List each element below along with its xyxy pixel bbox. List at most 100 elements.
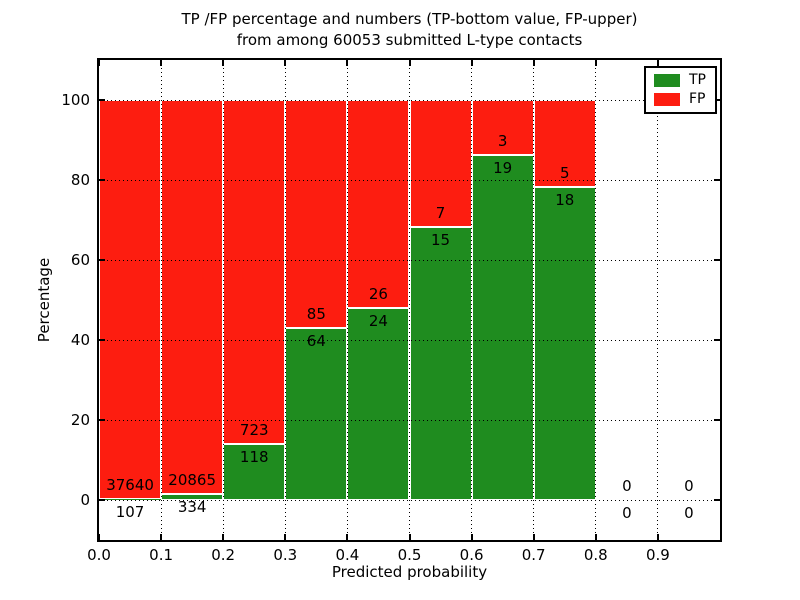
- fp-count-label: 5: [559, 163, 570, 182]
- y-tick-mark: [99, 419, 105, 421]
- x-tick-label: 0.4: [335, 546, 360, 564]
- x-tick-mark: [408, 534, 411, 540]
- tp-count-label: 64: [306, 332, 326, 351]
- fp-bar-segment: [99, 100, 162, 499]
- y-tick-mark: [714, 339, 720, 341]
- gridline-vertical: [657, 60, 659, 540]
- y-tick-mark: [99, 99, 105, 101]
- gridline-horizontal: [99, 99, 720, 101]
- y-tick-mark: [714, 499, 720, 501]
- y-tick-label: 100: [61, 91, 90, 109]
- x-tick-label: 0.5: [397, 546, 422, 564]
- plot-area: 37640 107 20865 334 723 118 85 64 26 24 7 15 3 19 5 18 0…: [97, 58, 722, 542]
- x-tick-mark: [656, 60, 659, 66]
- y-tick-mark: [99, 259, 105, 261]
- fp-count-label: 0: [622, 477, 632, 495]
- tp-bar-segment: [533, 186, 596, 500]
- y-tick-mark: [714, 179, 720, 181]
- x-tick-mark: [470, 534, 473, 540]
- chart-title: TP /FP percentage and numbers (TP-bottom…: [99, 9, 720, 51]
- tp-count-label: 334: [177, 497, 207, 516]
- x-tick-mark: [222, 60, 225, 66]
- tp-bar-segment: [409, 227, 472, 500]
- x-axis-label: Predicted probability: [331, 563, 488, 581]
- fp-bar-segment: [409, 100, 472, 228]
- x-tick-mark: [98, 60, 100, 66]
- gridline-horizontal: [99, 179, 720, 181]
- fp-bar-segment: [285, 100, 348, 329]
- gridline-vertical: [471, 60, 473, 540]
- gridline-vertical: [409, 60, 410, 540]
- x-tick-label: 0.0: [87, 546, 111, 564]
- x-tick-mark: [284, 534, 287, 540]
- x-tick-mark: [98, 534, 100, 540]
- gridline-horizontal: [99, 259, 720, 261]
- y-tick-mark: [99, 499, 105, 501]
- tp-count-label: 118: [239, 447, 269, 466]
- fp-count-label: 0: [684, 477, 694, 495]
- x-tick-label: 0.3: [273, 546, 298, 564]
- gridline-vertical: [160, 60, 162, 540]
- x-tick-mark: [594, 60, 597, 66]
- y-tick-mark: [99, 179, 105, 181]
- y-tick-label: 60: [70, 251, 90, 269]
- tp-legend-swatch: [654, 74, 680, 87]
- x-tick-label: 0.6: [459, 546, 484, 564]
- grid-layer: [99, 60, 720, 540]
- fp-legend-swatch: [654, 93, 680, 106]
- tp-count-label: 24: [368, 312, 388, 330]
- x-tick-mark: [408, 60, 411, 66]
- tp-bar-segment: [99, 498, 162, 500]
- tp-count-label: 19: [493, 158, 513, 177]
- gridline-vertical: [533, 60, 535, 540]
- gridline-horizontal: [99, 499, 720, 501]
- x-tick-mark: [160, 60, 163, 66]
- x-tick-mark: [346, 60, 349, 66]
- y-tick-mark: [714, 99, 720, 101]
- tp-count-label: 0: [622, 504, 632, 522]
- x-tick-label: 0.9: [645, 546, 670, 564]
- x-tick-mark: [160, 534, 163, 540]
- fp-count-label: 20865: [168, 470, 216, 489]
- ticks-layer: [98, 60, 720, 540]
- fp-count-label: 3: [497, 131, 508, 150]
- tp-count-label: 15: [431, 231, 451, 250]
- gridline-vertical: [346, 60, 348, 540]
- x-tick-mark: [346, 534, 349, 540]
- x-tick-label: 0.1: [149, 546, 174, 564]
- annotations-layer: 37640 107 20865 334 723 118 85 64 26 24 7 15 3 19 5 18 0…: [99, 60, 720, 540]
- y-tick-label: 40: [70, 331, 90, 349]
- chart-title-line2: from among 60053 submitted L-type contac…: [236, 31, 583, 49]
- fp-bar-segment: [347, 100, 410, 308]
- fp-bar-segment: [223, 100, 286, 444]
- fp-count-label: 7: [435, 204, 446, 223]
- legend-label-fp: FP: [689, 91, 706, 107]
- chart-title-line1: TP /FP percentage and numbers (TP-bottom…: [181, 10, 638, 28]
- tp-bar-segment: [347, 308, 410, 500]
- gridline-horizontal: [99, 339, 720, 341]
- tp-bar-segment: [471, 154, 534, 500]
- gridline-vertical: [284, 60, 286, 540]
- x-tick-label: 0.8: [583, 546, 608, 564]
- tp-count-label: 0: [684, 504, 694, 522]
- bars-layer: [99, 60, 720, 540]
- fp-bar-segment: [471, 100, 534, 155]
- fp-count-label: 37640: [106, 475, 154, 494]
- x-tick-mark: [594, 534, 597, 540]
- x-tick-label: 0.2: [211, 546, 236, 564]
- y-tick-label: 20: [70, 411, 90, 429]
- legend-label-tp: TP: [689, 72, 706, 88]
- fp-bar-segment: [161, 100, 224, 494]
- x-tick-label: 0.7: [521, 546, 546, 564]
- y-tick-label: 0: [80, 491, 90, 509]
- gridline-horizontal: [99, 419, 720, 421]
- gridline-vertical: [222, 60, 224, 540]
- tp-count-label: 18: [555, 190, 575, 209]
- x-tick-mark: [532, 534, 535, 540]
- fp-count-label: 26: [368, 285, 388, 303]
- tp-bar-segment: [223, 443, 286, 500]
- x-tick-mark: [470, 60, 473, 66]
- fp-bar-segment: [533, 100, 596, 187]
- x-tick-mark: [284, 60, 287, 66]
